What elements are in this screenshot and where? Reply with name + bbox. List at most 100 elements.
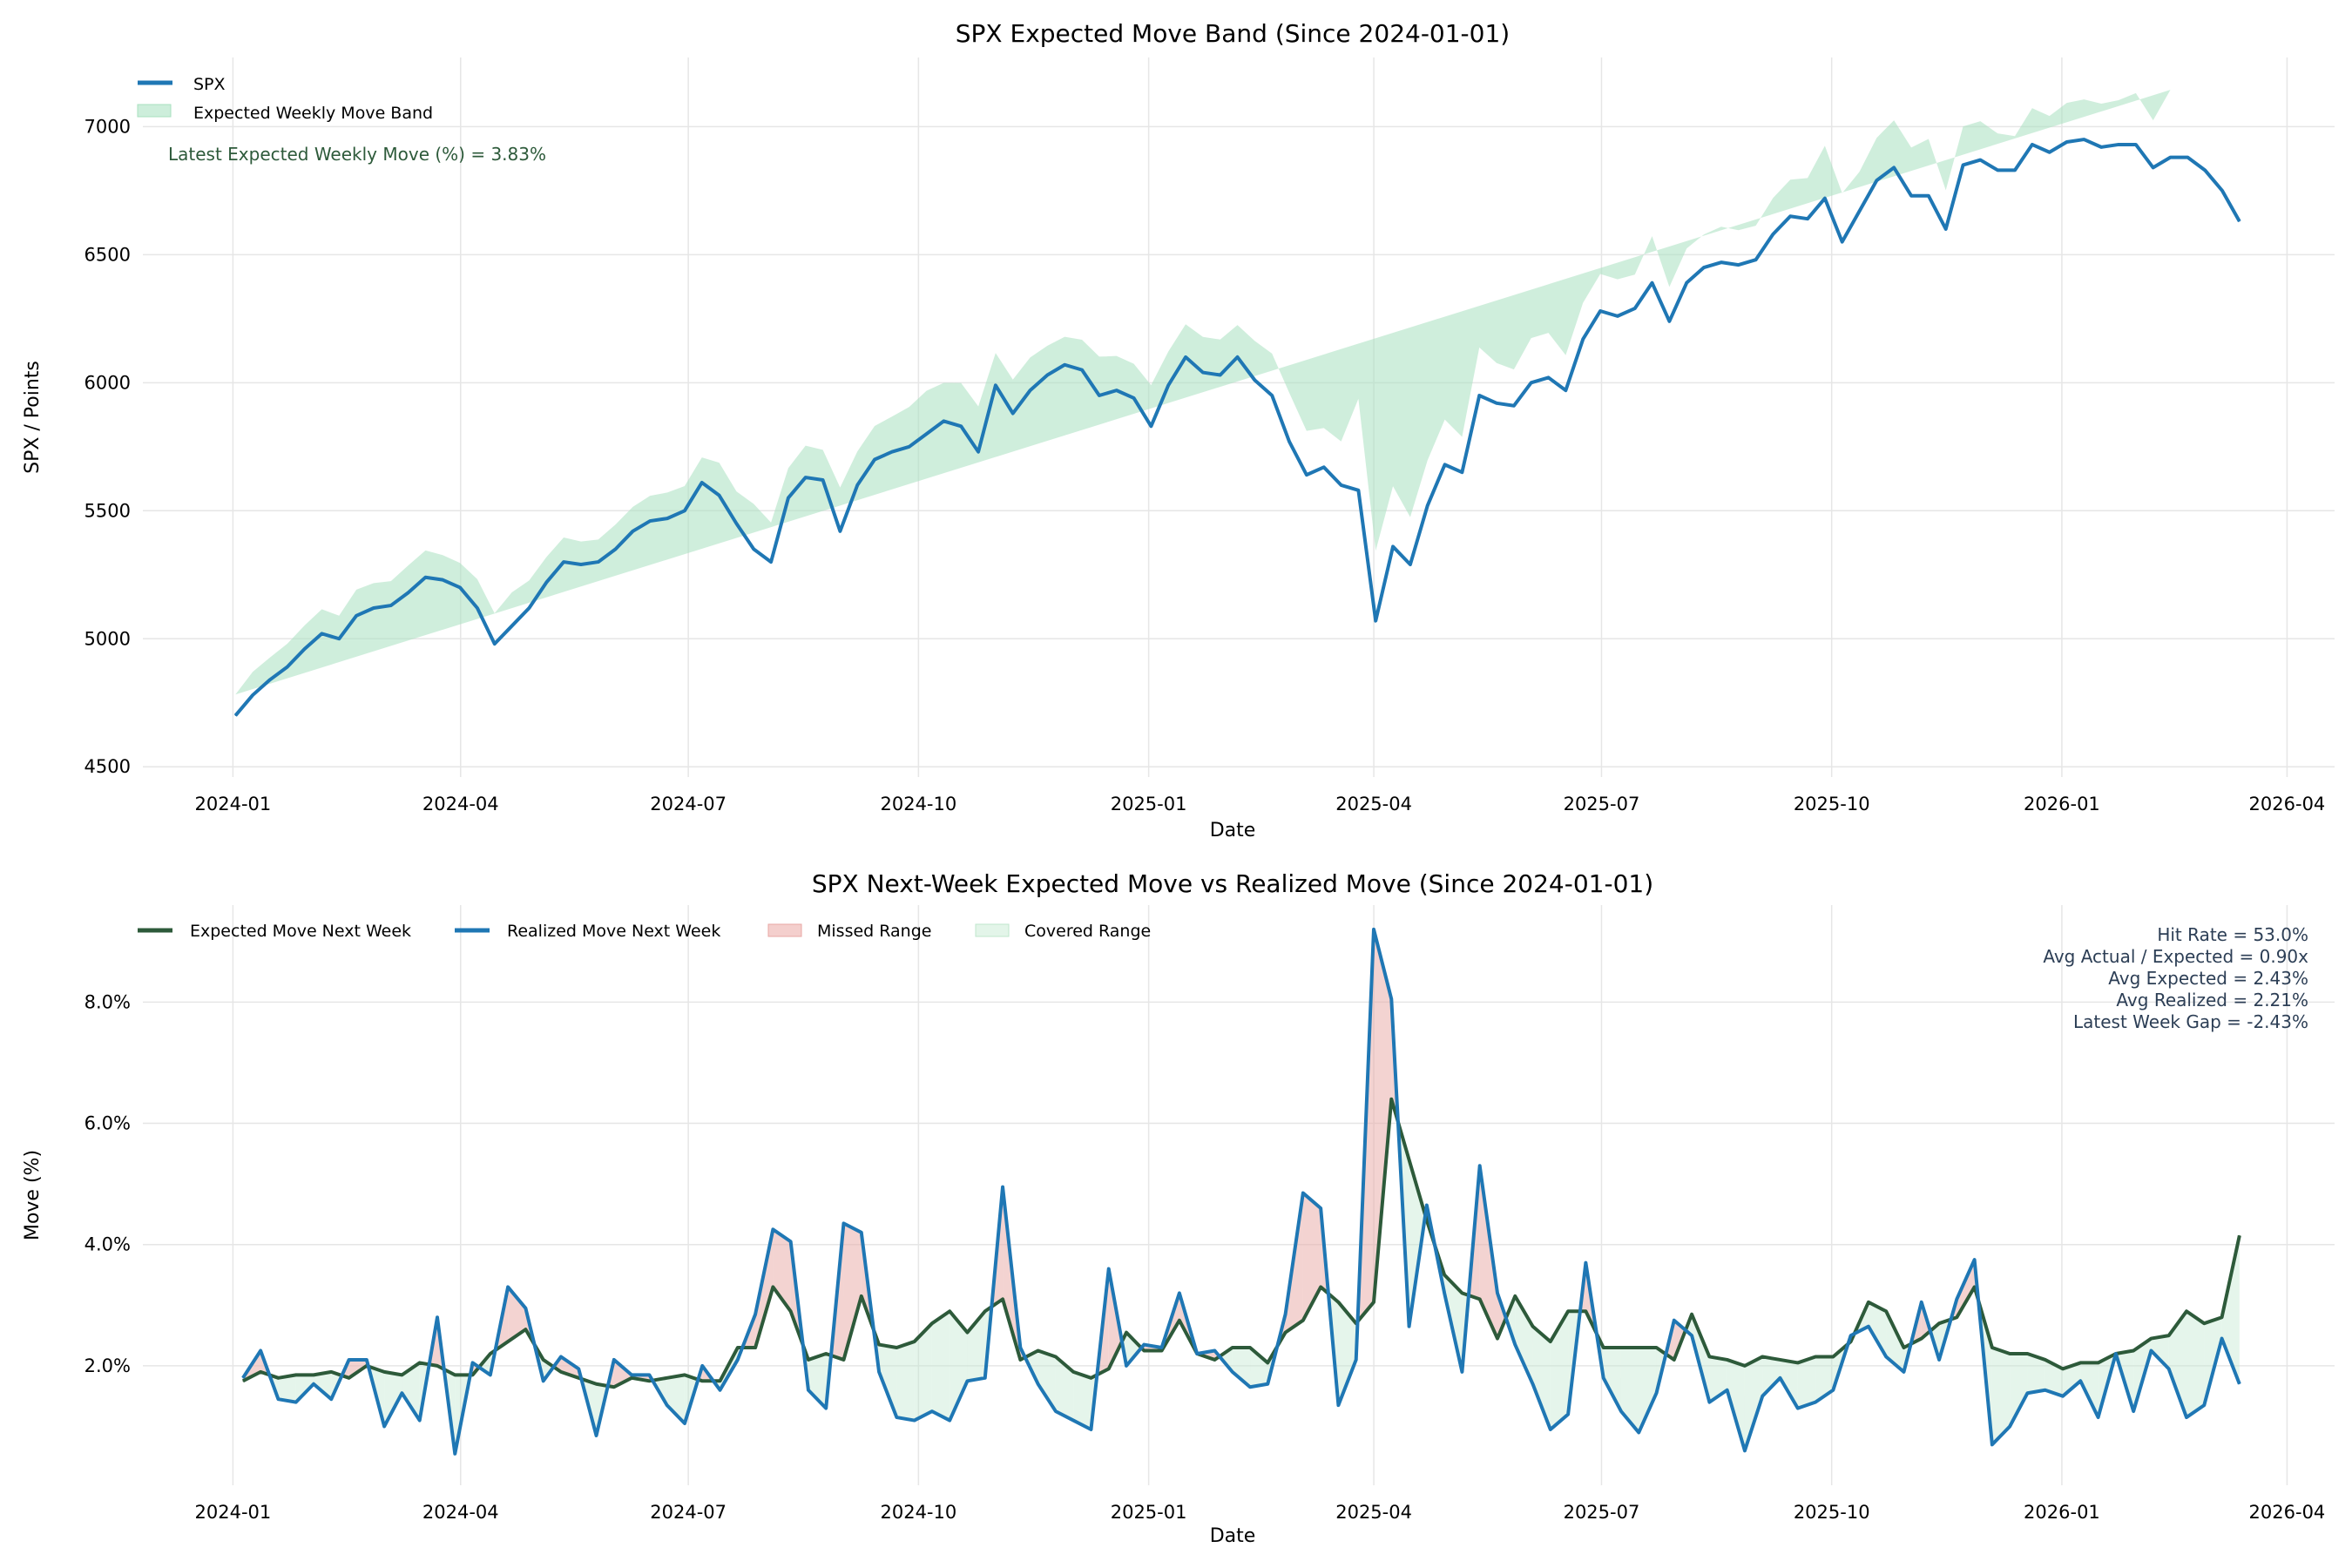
covered-range-fill: [1991, 1348, 2011, 1445]
expected-move-point: [1072, 1371, 1074, 1373]
spx-point: [1772, 233, 1774, 235]
realized-move-point: [436, 1316, 438, 1318]
expected-move-point: [1285, 1332, 1287, 1334]
realized-move-point: [1267, 1383, 1268, 1385]
spx-point: [856, 484, 858, 486]
covered-range-fill: [896, 1342, 915, 1421]
expected-move-point: [1708, 1355, 1710, 1357]
realized-move-point: [1868, 1326, 1869, 1328]
legend-label-realized: Realized Move Next Week: [507, 922, 720, 941]
realized-move-point: [1991, 1443, 1993, 1445]
covered-range-fill: [1505, 1295, 1516, 1345]
spx-point: [649, 520, 651, 522]
spx-point: [2170, 157, 2172, 159]
expected-move-point: [1002, 1298, 1004, 1300]
covered-range-fill: [1603, 1348, 1621, 1412]
spx-point: [580, 564, 582, 565]
expected-move-point: [578, 1377, 579, 1379]
covered-range-fill: [950, 1311, 968, 1421]
spx-point: [2221, 190, 2223, 192]
missed-range-fill: [1373, 929, 1392, 1302]
expected-move-point: [1815, 1355, 1816, 1357]
legend-label-band: Expected Weekly Move Band: [193, 104, 433, 123]
spx-point: [1997, 169, 1998, 171]
expected-move-point: [260, 1371, 261, 1373]
spx-point: [822, 479, 824, 481]
realized-move-point: [543, 1380, 544, 1382]
expected-move-point: [1337, 1301, 1339, 1303]
spx-point: [408, 591, 409, 593]
legend-label-spx: SPX: [193, 75, 226, 94]
spx-point: [1824, 198, 1826, 199]
expected-move-point: [436, 1365, 438, 1367]
missed-range-fill: [1302, 1193, 1321, 1321]
y-tick-label: 5000: [84, 628, 131, 649]
x-tick-label: 2025-01: [1111, 1502, 1187, 1523]
spx-point: [805, 476, 807, 478]
spx-point: [1012, 413, 1014, 415]
realized-move-point: [260, 1350, 261, 1352]
spx-point: [1375, 620, 1376, 622]
realized-move-point: [2009, 1425, 2011, 1427]
expected-move-point: [1938, 1322, 1940, 1324]
realized-move-point: [1585, 1262, 1586, 1264]
spx-point: [1478, 395, 1480, 396]
expected-move-point: [790, 1310, 792, 1312]
realized-move-point: [1691, 1335, 1693, 1336]
spx-point: [943, 420, 944, 422]
spx-point: [511, 625, 513, 627]
top-chart-title: SPX Expected Move Band (Since 2024-01-01…: [956, 19, 1510, 48]
spx-point: [1409, 564, 1411, 565]
expected-move-point: [772, 1286, 774, 1288]
expected-move-point: [878, 1344, 880, 1346]
y-tick-label: 2.0%: [84, 1355, 131, 1376]
realized-move-point: [507, 1286, 509, 1288]
y-tick-label: 6500: [84, 244, 131, 265]
x-tick-label: 2025-07: [1564, 794, 1640, 814]
realized-move-point: [1285, 1314, 1287, 1315]
realized-move-point: [2203, 1404, 2205, 1406]
covered-range-fill: [1709, 1356, 1727, 1402]
expected-move-point: [2150, 1338, 2152, 1340]
spx-point: [390, 605, 392, 606]
bottom-chart: SPX Next-Week Expected Move vs Realized …: [22, 869, 2335, 1547]
spx-point: [666, 517, 668, 519]
covered-range-fill: [1515, 1295, 1533, 1384]
x-tick-label: 2026-01: [2024, 794, 2100, 814]
realized-move-point: [1196, 1353, 1198, 1355]
realized-move-point: [330, 1398, 332, 1400]
x-tick-label: 2025-04: [1335, 1502, 1412, 1523]
top-chart: SPX Expected Move Band (Since 2024-01-01…: [22, 19, 2335, 841]
realized-move-point: [966, 1380, 968, 1382]
x-tick-label: 2025-04: [1335, 794, 1412, 814]
spx-point: [1634, 308, 1636, 309]
expected-move-point: [1302, 1320, 1304, 1321]
top-x-axis-label: Date: [1210, 820, 1256, 841]
covered-range-fill: [1815, 1356, 1834, 1402]
expected-move-point: [825, 1353, 827, 1355]
bottom-legend: Expected Move Next Week Realized Move Ne…: [138, 922, 1151, 941]
realized-move-point: [2026, 1392, 2028, 1394]
realized-move-point: [2079, 1380, 2081, 1382]
expected-move-point: [666, 1377, 668, 1379]
spx-point: [1910, 195, 1912, 197]
realized-move-point: [596, 1435, 598, 1436]
spx-point: [977, 451, 979, 453]
realized-move-point: [825, 1408, 827, 1409]
expected-move-point: [1691, 1314, 1693, 1315]
realized-move-point: [737, 1359, 739, 1361]
spx-point: [1427, 504, 1429, 506]
stats-box: Hit Rate = 53.0% Avg Actual / Expected =…: [2043, 924, 2308, 1032]
realized-move-point: [2115, 1353, 2117, 1355]
realized-move-point: [1143, 1344, 1145, 1346]
spx-point: [1599, 310, 1601, 312]
spx-point: [770, 561, 772, 563]
covered-range-fill: [402, 1362, 420, 1421]
expected-move-point: [2186, 1310, 2187, 1312]
covered-range-fill: [384, 1371, 402, 1427]
realized-move-point: [878, 1371, 880, 1373]
expected-move-band: [235, 90, 2171, 695]
expected-move-point: [2079, 1362, 2081, 1363]
y-tick-label: 4500: [84, 756, 131, 777]
realized-move-point: [1532, 1383, 1534, 1385]
